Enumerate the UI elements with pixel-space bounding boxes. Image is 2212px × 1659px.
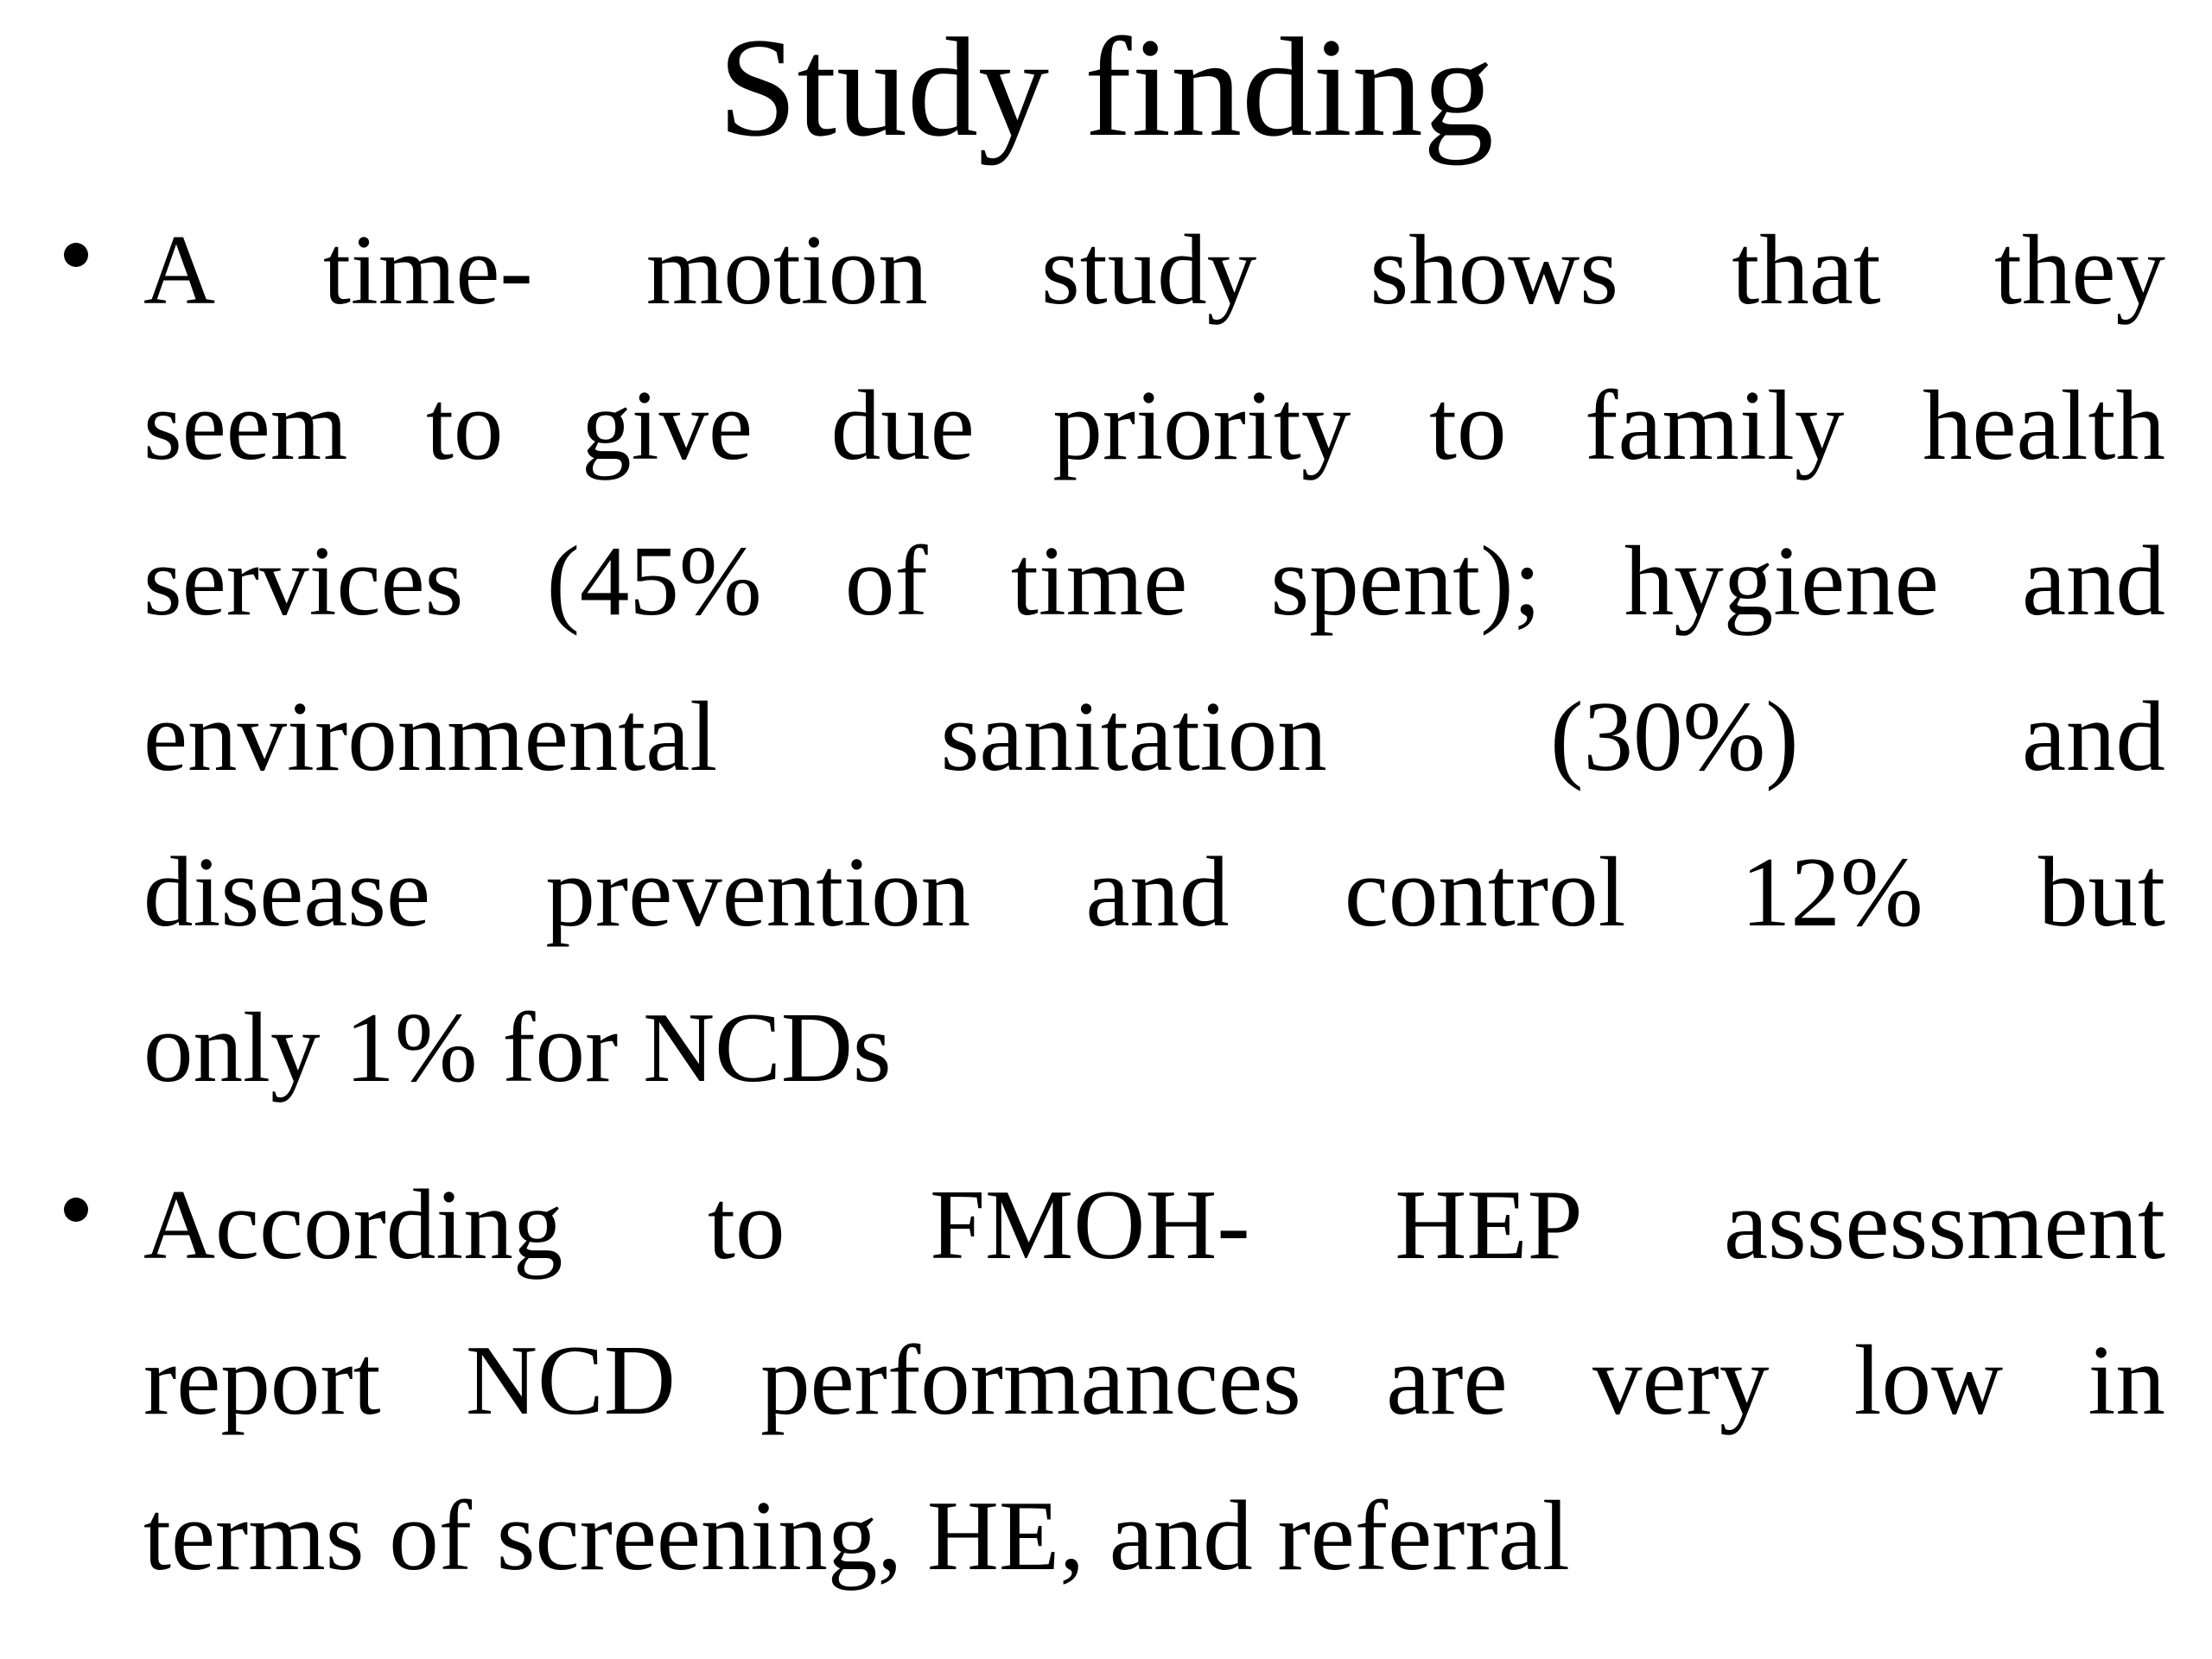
bullet-line: seem to give due priority to family heal… [143,370,2165,480]
bullet-line: environmental sanitation (30%) and [143,681,2165,791]
bullet-line: terms of screening, HE, and referral [143,1480,1570,1591]
bullet-marker [52,1147,143,1222]
bullet-marker [52,193,143,267]
bullet-dot-icon [64,1197,88,1222]
bullet-line: only 1% for NCDs [143,992,892,1103]
bullet-line: According to FMOH- HEP assessment [143,1169,2165,1280]
bullet-line: disease prevention and control 12% but [143,836,2165,947]
bullet-item-2: According to FMOH- HEP assessment report… [52,1147,2165,1614]
bullet-text-block-2: According to FMOH- HEP assessment report… [143,1147,2165,1614]
bullet-line: services (45% of time spent); hygiene an… [143,525,2165,636]
slide-title: Study finding [718,10,1494,166]
bullet-dot-icon [64,242,88,267]
bullet-list: A time- motion study shows that they see… [0,193,2212,1614]
bullet-item-1: A time- motion study shows that they see… [52,193,2165,1126]
bullet-text-block-1: A time- motion study shows that they see… [143,193,2165,1126]
bullet-line: report NCD performances are very low in [143,1325,2165,1435]
bullet-line: A time- motion study shows that they [143,214,2165,325]
